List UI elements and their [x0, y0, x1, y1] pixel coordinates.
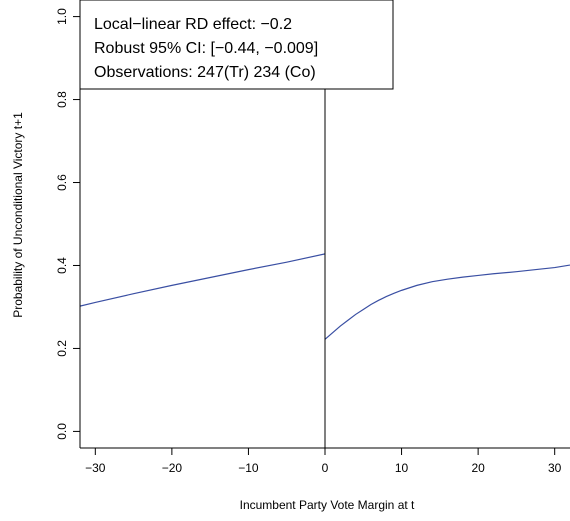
observations-text: Observations: 247(Tr) 234 (Co) — [94, 64, 316, 81]
x-tick-label: −20 — [162, 461, 183, 475]
rd-effect-text: Local−linear RD effect: −0.2 — [94, 16, 292, 33]
y-axis-ticks: 0.0 0.2 0.4 0.6 0.8 1.0 — [55, 8, 80, 440]
series-line-left — [79, 253, 326, 307]
series-layer — [79, 253, 570, 340]
annotation-box: Local−linear RD effect: −0.2 Robust 95% … — [79, 0, 394, 90]
y-tick-label: 0.0 — [55, 423, 69, 440]
y-tick-label: 0.8 — [55, 91, 69, 108]
series-line-right — [324, 264, 570, 340]
x-axis-ticks: −30 −20 −10 0 10 20 30 — [85, 448, 562, 475]
annotation-frame — [79, 0, 394, 90]
x-tick-label: 30 — [548, 461, 562, 475]
y-tick-label: 0.2 — [55, 340, 69, 357]
y-tick-label: 1.0 — [55, 8, 69, 25]
x-tick-label: 10 — [395, 461, 409, 475]
confidence-interval-text: Robust 95% CI: [−0.44, −0.009] — [94, 40, 318, 57]
x-axis-label: Incumbent Party Vote Margin at t — [240, 498, 415, 512]
x-tick-label: −30 — [85, 461, 106, 475]
x-tick-label: 0 — [322, 461, 329, 475]
y-axis-label: Probability of Unconditional Victory t+1 — [11, 112, 25, 318]
x-tick-label: −10 — [238, 461, 259, 475]
y-tick-label: 0.4 — [55, 257, 69, 274]
y-tick-label: 0.6 — [55, 174, 69, 191]
x-tick-label: 20 — [471, 461, 485, 475]
